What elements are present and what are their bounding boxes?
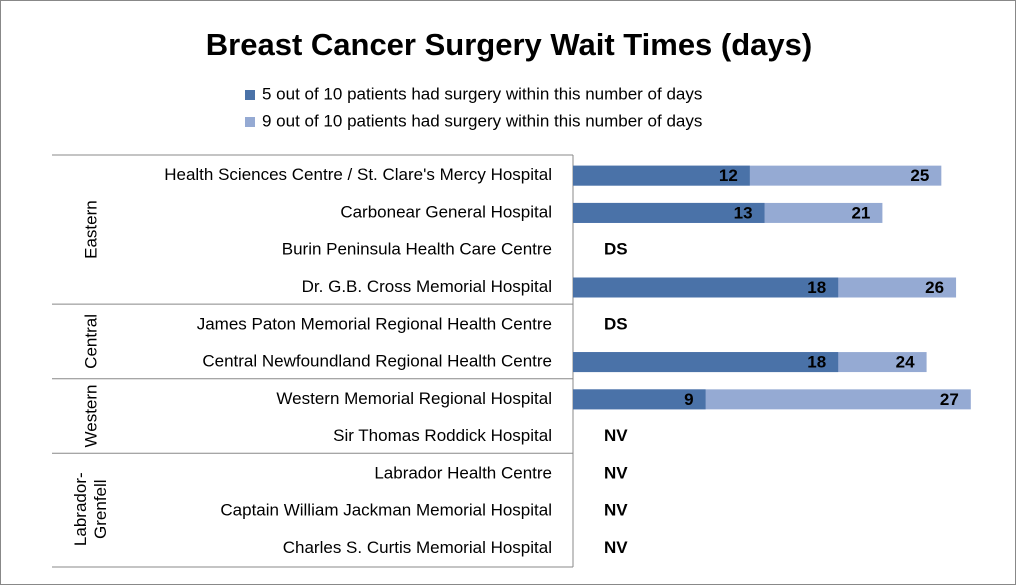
legend-swatch [245, 117, 255, 127]
data-label: 25 [910, 166, 929, 185]
value-label: NV [604, 538, 628, 557]
data-label: 12 [719, 166, 738, 185]
bar [573, 389, 706, 410]
group-label: Labrador-Grenfell [71, 472, 110, 546]
legend-swatch [245, 90, 255, 100]
value-label: NV [604, 426, 628, 445]
group-label: Central [81, 314, 100, 369]
data-label: 27 [940, 390, 959, 409]
legend-label: 9 out of 10 patients had surgery within … [262, 111, 702, 130]
category-label: Labrador Health Centre [374, 463, 552, 482]
bar [573, 277, 839, 298]
group-label: Eastern [81, 200, 100, 259]
category-label: Dr. G.B. Cross Memorial Hospital [302, 277, 552, 296]
category-label: Captain William Jackman Memorial Hospita… [220, 501, 552, 520]
data-label: 21 [851, 203, 870, 222]
data-label: 13 [734, 203, 753, 222]
value-label: NV [604, 501, 628, 520]
group-label: Western [81, 384, 100, 447]
category-label: Charles S. Curtis Memorial Hospital [283, 538, 552, 557]
data-label: 18 [807, 278, 826, 297]
bar [573, 352, 839, 373]
data-label: 24 [896, 353, 915, 372]
category-label: James Paton Memorial Regional Health Cen… [197, 314, 552, 333]
bar [573, 202, 765, 223]
data-label: 26 [925, 278, 944, 297]
value-label: DS [604, 314, 628, 333]
category-label: Carbonear General Hospital [340, 202, 552, 221]
category-label: Central Newfoundland Regional Health Cen… [202, 352, 552, 371]
value-label: DS [604, 240, 628, 259]
data-label: 9 [684, 390, 693, 409]
value-label: NV [604, 463, 628, 482]
category-label: Sir Thomas Roddick Hospital [333, 426, 552, 445]
legend-label: 5 out of 10 patients had surgery within … [262, 84, 702, 103]
category-label: Western Memorial Regional Hospital [276, 389, 552, 408]
category-label: Health Sciences Centre / St. Clare's Mer… [164, 165, 552, 184]
bar [573, 165, 750, 186]
chart-title: Breast Cancer Surgery Wait Times (days) [206, 27, 812, 62]
category-label: Burin Peninsula Health Care Centre [282, 240, 552, 259]
data-label: 18 [807, 353, 826, 372]
